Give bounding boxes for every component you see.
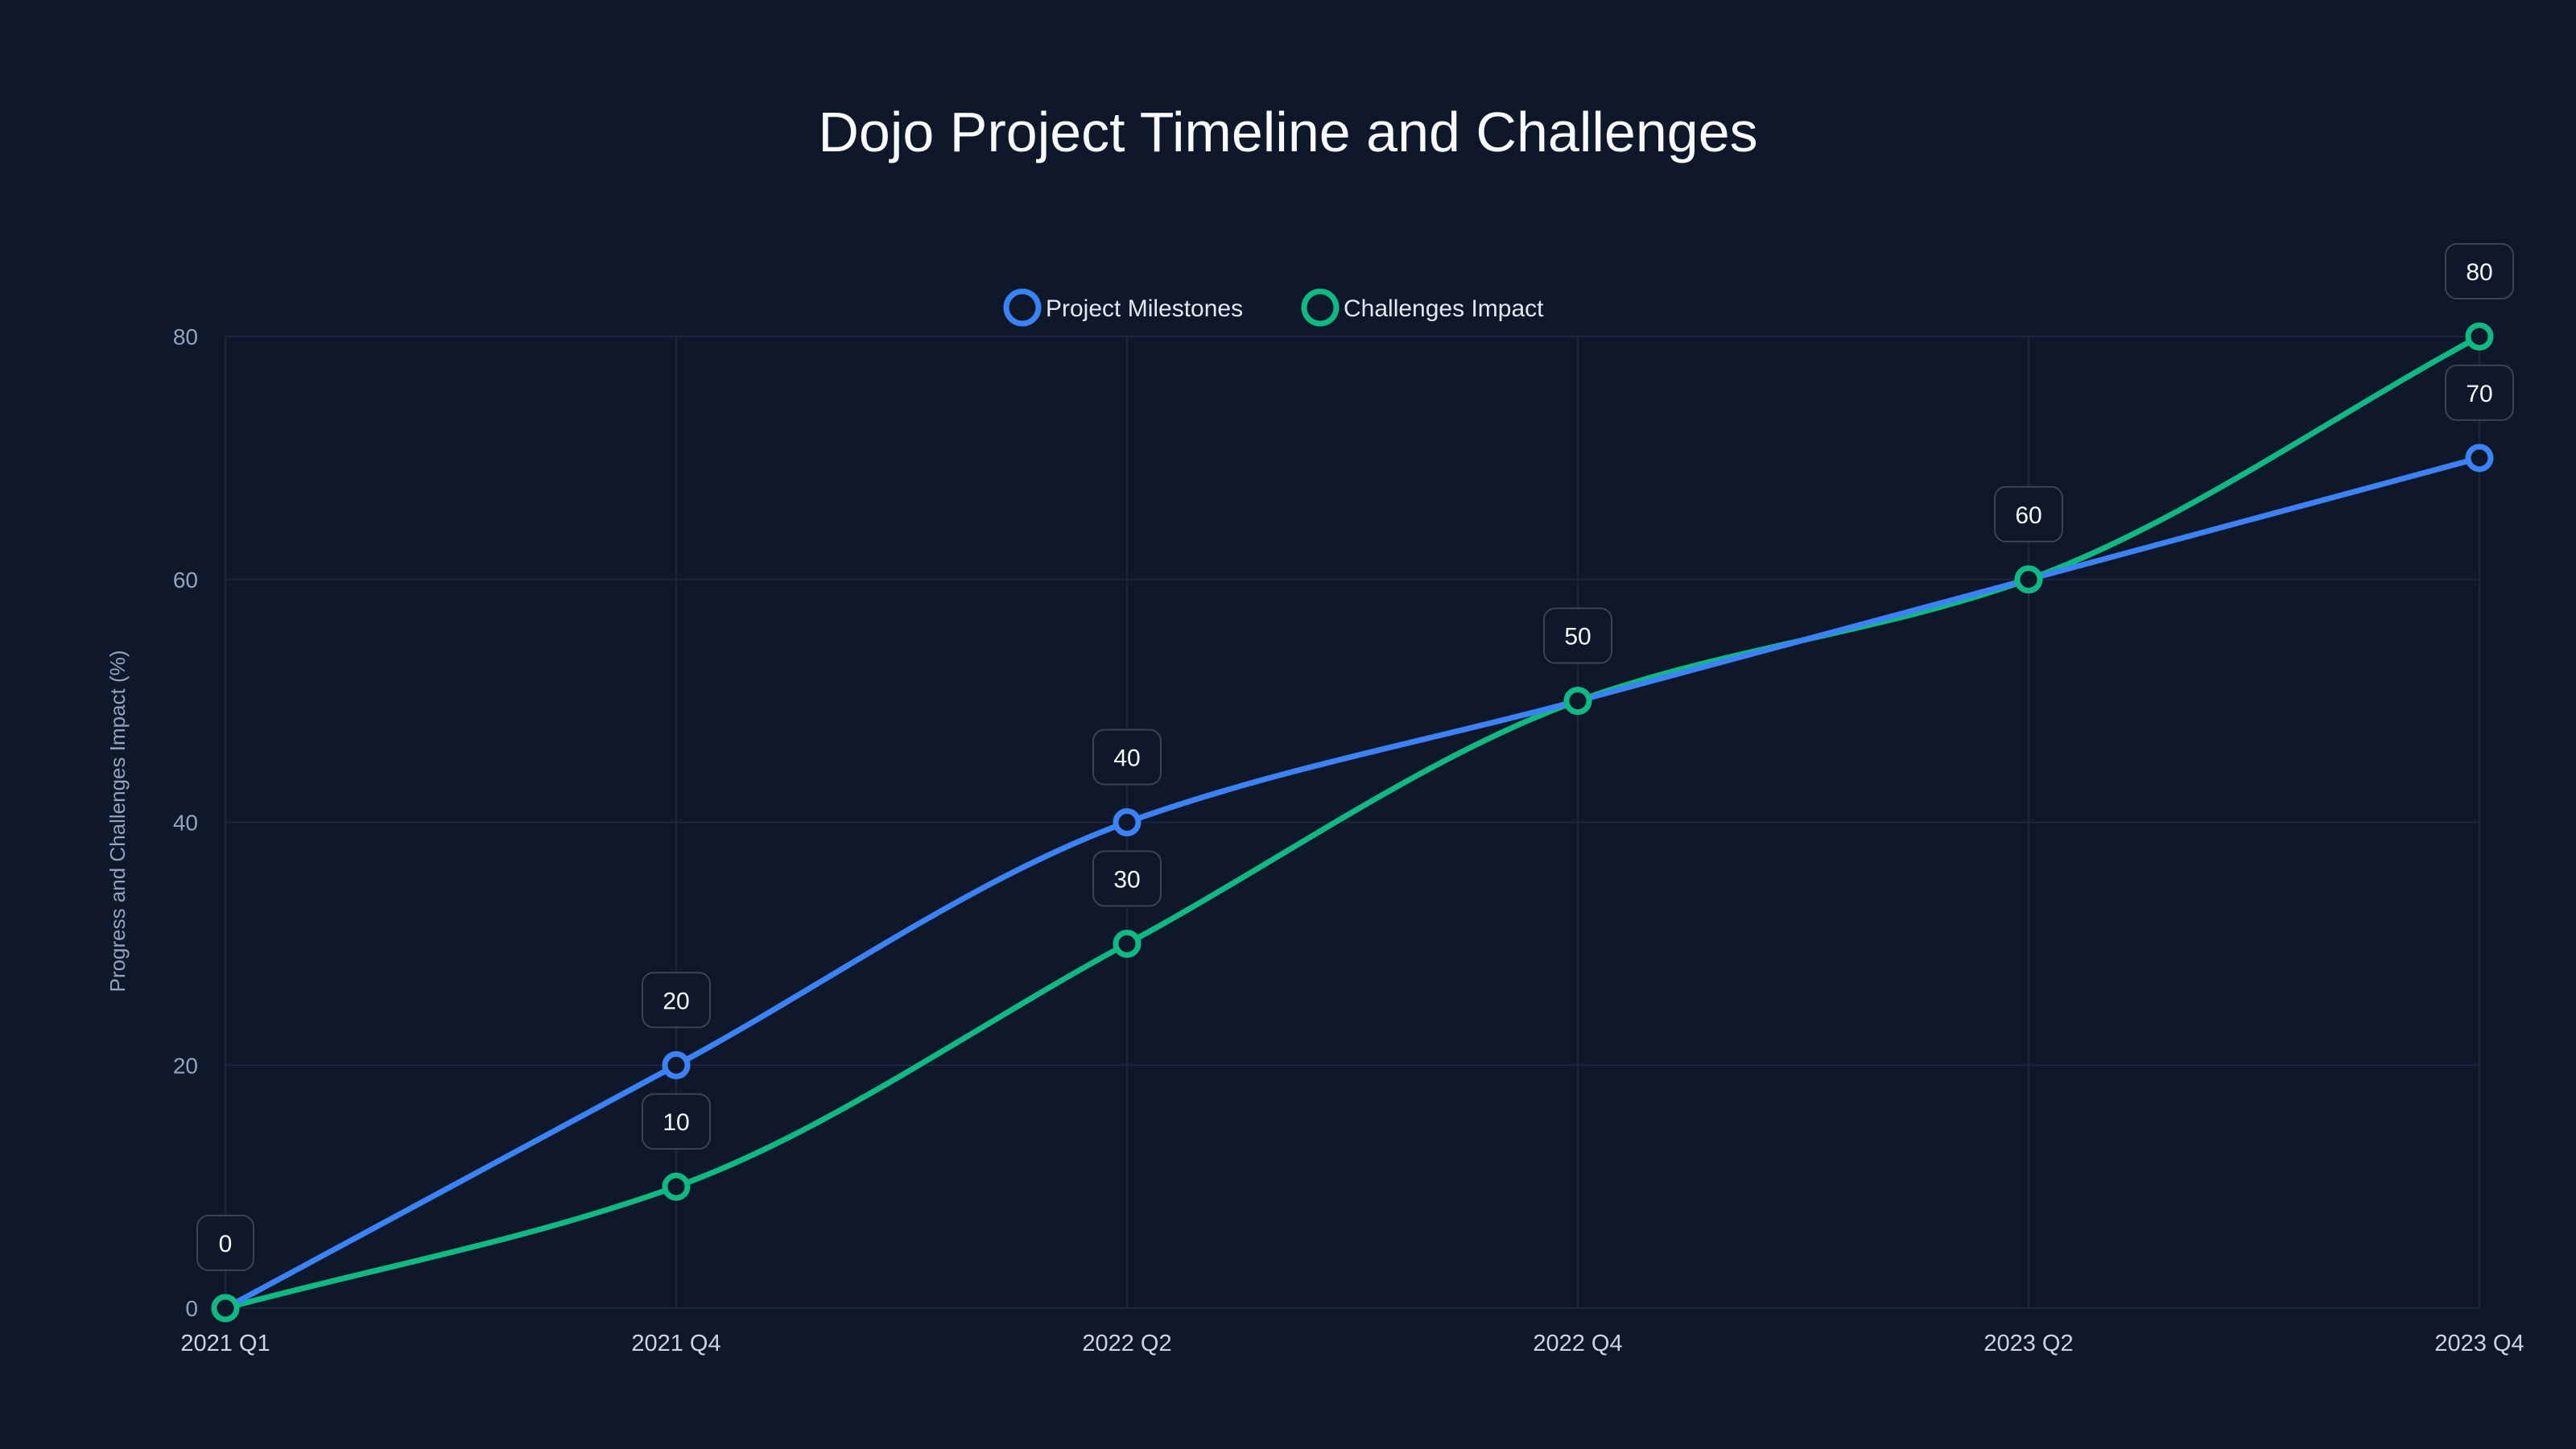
data-point[interactable] — [211, 1294, 240, 1323]
x-tick-label: 2021 Q1 — [180, 1331, 270, 1356]
data-point[interactable] — [2014, 565, 2043, 594]
y-tick-label: 20 — [173, 1053, 198, 1078]
x-tick-label: 2023 Q2 — [1984, 1331, 2073, 1356]
data-label: 40 — [1092, 729, 1162, 786]
data-label-text: 60 — [2015, 502, 2041, 529]
legend-marker-icon — [1301, 288, 1340, 327]
y-axis-label: Progress and Challenges Impact (%) — [105, 650, 130, 993]
data-point[interactable] — [662, 1051, 691, 1080]
x-tick-label: 2023 Q4 — [2434, 1331, 2524, 1356]
x-tick-label: 2021 Q4 — [631, 1331, 720, 1356]
series-line-0 — [224, 455, 2480, 1311]
legend-item-1[interactable]: Challenges Impact — [1301, 288, 1544, 327]
x-tick-label: 2022 Q4 — [1533, 1331, 1622, 1356]
data-point[interactable] — [1563, 687, 1592, 716]
data-point[interactable] — [2465, 444, 2494, 473]
data-label-text: 70 — [2466, 381, 2492, 407]
data-point[interactable] — [662, 1172, 691, 1201]
data-label-text: 50 — [1564, 624, 1591, 650]
data-point[interactable] — [1113, 929, 1141, 958]
data-label-text: 40 — [1113, 745, 1140, 772]
data-label: 0 — [196, 1215, 254, 1271]
data-label-box — [1092, 729, 1162, 786]
data-label-text: 20 — [663, 988, 689, 1014]
data-label-box — [2445, 243, 2514, 299]
data-label-box — [2445, 364, 2514, 421]
data-point[interactable] — [2465, 322, 2494, 351]
y-tick-label: 0 — [185, 1296, 198, 1321]
data-label-box — [1994, 485, 2063, 543]
legend-item-0[interactable]: Project Milestones — [1003, 288, 1243, 327]
y-tick-label: 40 — [173, 811, 198, 836]
y-tick-label: 60 — [173, 568, 198, 592]
data-label-box — [642, 1093, 711, 1150]
legend-marker-icon — [1003, 288, 1042, 327]
data-label: 10 — [642, 1093, 711, 1150]
chart-title: Dojo Project Timeline and Challenges — [818, 101, 1757, 163]
data-label-text: 0 — [219, 1231, 233, 1257]
x-tick-label: 2022 Q2 — [1082, 1331, 1171, 1356]
data-label: 50 — [1543, 607, 1612, 664]
data-label-box — [1543, 607, 1612, 664]
y-tick-label: 80 — [173, 324, 198, 349]
data-label-text: 80 — [2466, 259, 2492, 286]
data-point[interactable] — [1113, 808, 1141, 836]
data-label-text: 30 — [1113, 866, 1140, 893]
data-label: 70 — [2445, 364, 2514, 421]
data-label-box — [1092, 850, 1162, 907]
data-label: 30 — [1092, 850, 1162, 907]
legend-label: Project Milestones — [1046, 295, 1243, 322]
data-label-box — [642, 972, 711, 1029]
data-label: 80 — [2445, 243, 2514, 299]
data-label: 20 — [642, 972, 711, 1029]
legend-label: Challenges Impact — [1344, 295, 1544, 322]
data-label: 60 — [1994, 485, 2063, 543]
data-label-text: 10 — [663, 1109, 689, 1136]
series-line-1 — [225, 333, 2481, 1311]
data-label-box — [196, 1215, 254, 1271]
